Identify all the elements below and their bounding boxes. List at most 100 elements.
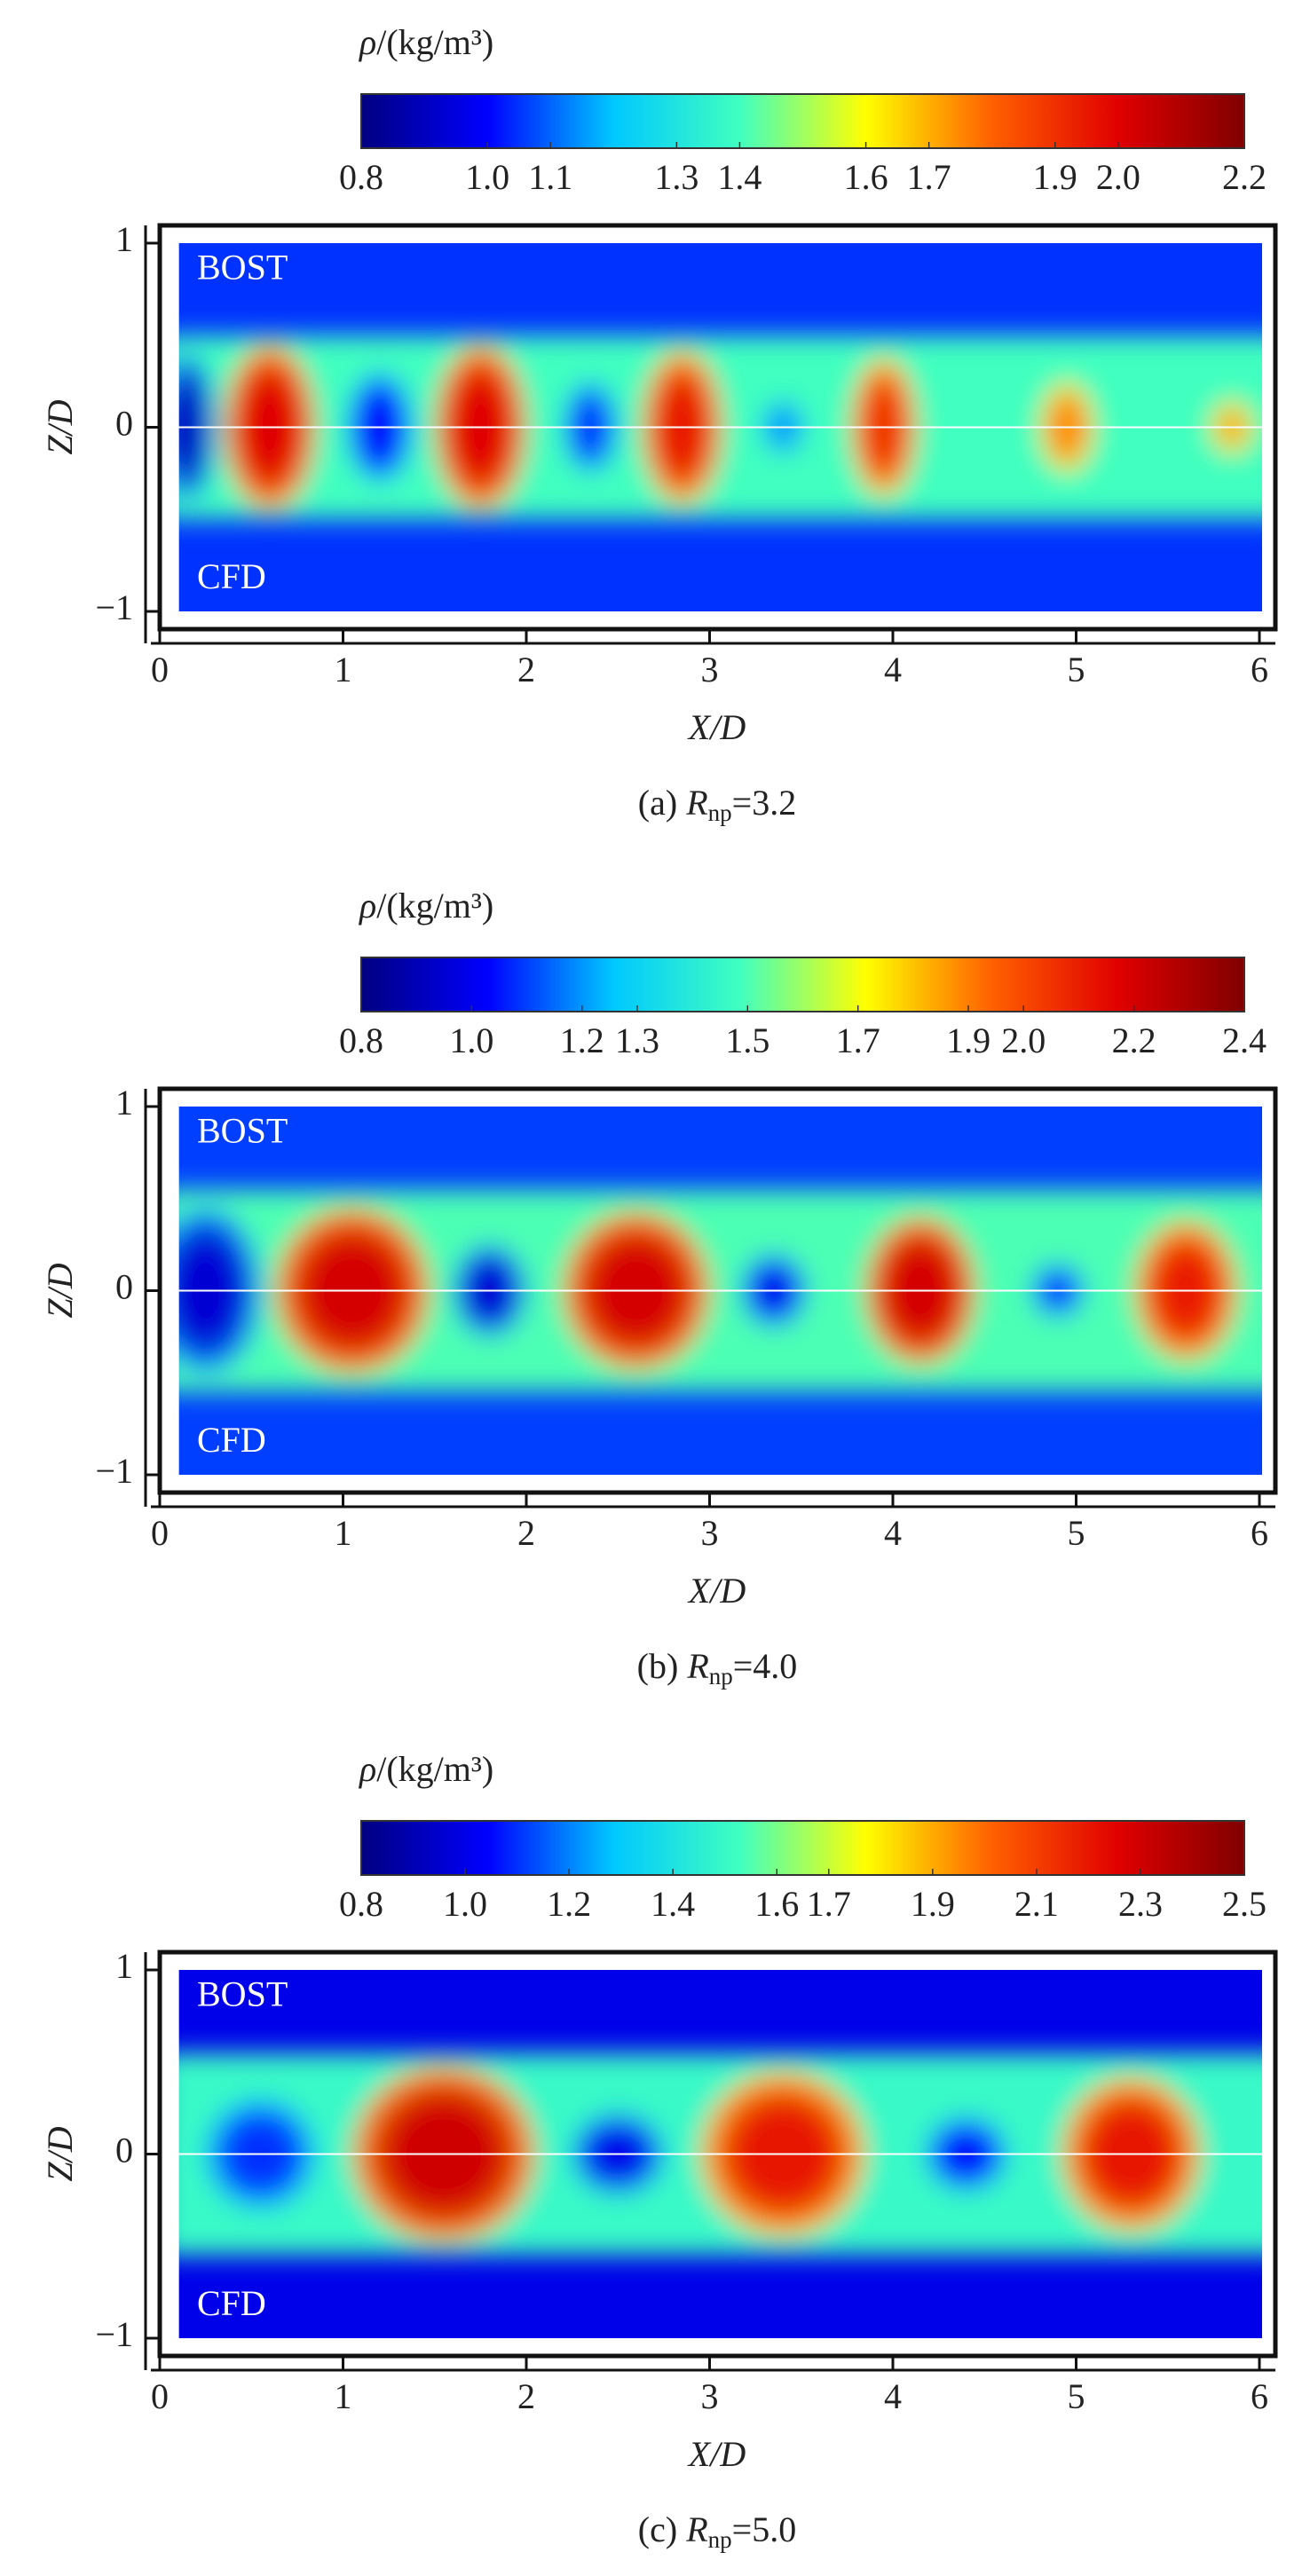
colorbar-tick-label: 1.4 bbox=[651, 1884, 695, 1924]
x-tick-label: 6 bbox=[1251, 1513, 1268, 1553]
colorbar-tick-label: 1.0 bbox=[465, 157, 509, 197]
x-axis-label: X/D bbox=[687, 707, 746, 747]
annotation: CFD bbox=[197, 556, 266, 596]
colorbar-tick-label: 1.0 bbox=[443, 1884, 487, 1924]
x-tick-label: 4 bbox=[884, 2376, 902, 2416]
colorbar-symbol: ρ bbox=[358, 1749, 376, 1789]
x-tick-label: 6 bbox=[1251, 2376, 1268, 2416]
colorbar-tick-label: 0.8 bbox=[339, 157, 383, 197]
colorbar-tick-label: 1.9 bbox=[1033, 157, 1077, 197]
y-tick-label: −1 bbox=[95, 2314, 133, 2354]
colorbar-tick-label: 1.4 bbox=[717, 157, 762, 197]
x-tick-label: 1 bbox=[335, 1513, 352, 1553]
colorbar-tick-label: 1.7 bbox=[907, 157, 951, 197]
x-tick-label: 2 bbox=[517, 2376, 535, 2416]
caption-subscript: np bbox=[709, 1663, 733, 1690]
x-tick-label: 0 bbox=[151, 1513, 169, 1553]
colorbar-unit: /(kg/m³) bbox=[376, 22, 493, 62]
caption-subscript: np bbox=[708, 800, 732, 826]
y-tick-label: 0 bbox=[115, 1267, 133, 1307]
colorbar-tick-label: 1.7 bbox=[807, 1884, 851, 1924]
y-tick-label: −1 bbox=[95, 1451, 133, 1491]
colorbar-symbol: ρ bbox=[358, 886, 376, 926]
y-tick-label: 1 bbox=[115, 1083, 133, 1123]
caption-label: (a) bbox=[638, 783, 677, 823]
caption-symbol: R bbox=[685, 2509, 707, 2549]
x-tick-label: 3 bbox=[701, 650, 719, 689]
colorbar-tick-label: 1.2 bbox=[560, 1020, 604, 1060]
colorbar-tick-label: 1.0 bbox=[449, 1020, 493, 1060]
y-axis-label: Z/D bbox=[40, 399, 80, 454]
caption-symbol: R bbox=[686, 1646, 708, 1686]
caption-label: (c) bbox=[638, 2509, 677, 2549]
colorbar-tick-label: 1.1 bbox=[528, 157, 572, 197]
colorbar-title: ρ/(kg/m³) bbox=[358, 886, 493, 926]
colorbar-tick-label: 1.5 bbox=[725, 1020, 769, 1060]
y-axis-label: Z/D bbox=[40, 2126, 80, 2181]
x-tick-label: 3 bbox=[701, 1513, 719, 1553]
colorbar-tick-label: 2.3 bbox=[1118, 1884, 1163, 1924]
x-tick-label: 5 bbox=[1068, 650, 1085, 689]
colorbar bbox=[360, 957, 1245, 1012]
caption: (c) Rnp=5.0 bbox=[638, 2509, 796, 2553]
colorbar-title: ρ/(kg/m³) bbox=[358, 22, 493, 62]
y-tick-label: 1 bbox=[115, 219, 133, 259]
colorbar-tick-label: 1.9 bbox=[911, 1884, 955, 1924]
colorbar-tick-label: 2.2 bbox=[1112, 1020, 1156, 1060]
x-tick-label: 5 bbox=[1068, 2376, 1085, 2416]
colorbar-tick-label: 1.6 bbox=[844, 157, 888, 197]
x-tick-label: 2 bbox=[517, 1513, 535, 1553]
x-tick-label: 5 bbox=[1068, 1513, 1085, 1553]
x-tick-label: 3 bbox=[701, 2376, 719, 2416]
y-tick-label: 1 bbox=[115, 1946, 133, 1986]
colorbar-unit: /(kg/m³) bbox=[376, 1749, 493, 1789]
colorbar-tick-label: 1.3 bbox=[615, 1020, 659, 1060]
caption-subscript: np bbox=[708, 2526, 732, 2553]
annotation: BOST bbox=[197, 1110, 288, 1150]
panel: ρ/(kg/m³) 0.8 1.0 1.1 1.3 1.4 1.6 1.7 1.9 2.0 2.2 B… bbox=[40, 22, 1278, 826]
x-tick-label: 4 bbox=[884, 1513, 902, 1553]
caption-symbol: R bbox=[685, 783, 707, 823]
colorbar-unit: /(kg/m³) bbox=[376, 886, 493, 926]
colorbar-tick-label: 1.3 bbox=[654, 157, 698, 197]
x-tick-label: 6 bbox=[1251, 650, 1268, 689]
caption-value: =5.0 bbox=[732, 2509, 797, 2549]
colorbar-tick-label: 2.1 bbox=[1014, 1884, 1059, 1924]
colorbar-tick-label: 1.9 bbox=[946, 1020, 990, 1060]
x-tick-label: 0 bbox=[151, 2376, 169, 2416]
annotation: BOST bbox=[197, 247, 288, 287]
colorbar-title: ρ/(kg/m³) bbox=[358, 1749, 493, 1789]
colorbar-tick-label: 1.2 bbox=[547, 1884, 591, 1924]
colorbar-tick-label: 2.2 bbox=[1222, 157, 1267, 197]
colorbar-tick-label: 2.5 bbox=[1222, 1884, 1267, 1924]
x-tick-label: 0 bbox=[151, 650, 169, 689]
x-axis-label: X/D bbox=[687, 2434, 746, 2474]
colorbar-tick-label: 2.4 bbox=[1222, 1020, 1267, 1060]
colorbar-tick-label: 1.6 bbox=[754, 1884, 799, 1924]
colorbar-tick-label: 2.0 bbox=[1096, 157, 1140, 197]
colorbar-tick-label: 1.7 bbox=[836, 1020, 880, 1060]
panel: ρ/(kg/m³) 0.8 1.0 1.2 1.4 1.6 1.7 1.9 2.1 2.3 2.5 B… bbox=[40, 1749, 1278, 2553]
annotation: CFD bbox=[197, 1420, 266, 1460]
colorbar bbox=[360, 93, 1245, 149]
x-axis-label: X/D bbox=[687, 1571, 746, 1611]
caption: (b) Rnp=4.0 bbox=[637, 1646, 798, 1690]
x-tick-label: 2 bbox=[517, 650, 535, 689]
caption-value: =3.2 bbox=[732, 783, 797, 823]
colorbar bbox=[360, 1820, 1245, 1876]
y-axis-label: Z/D bbox=[40, 1263, 80, 1318]
y-tick-label: 0 bbox=[115, 404, 133, 444]
x-tick-label: 1 bbox=[335, 2376, 352, 2416]
annotation: BOST bbox=[197, 1973, 288, 2013]
annotation: CFD bbox=[197, 2283, 266, 2323]
y-tick-label: 0 bbox=[115, 2131, 133, 2170]
caption-label: (b) bbox=[637, 1646, 679, 1686]
caption: (a) Rnp=3.2 bbox=[638, 783, 796, 826]
colorbar-tick-label: 2.0 bbox=[1001, 1020, 1046, 1060]
panel: ρ/(kg/m³) 0.8 1.0 1.2 1.3 1.5 1.7 1.9 2.0 2.2 2.4 B… bbox=[40, 886, 1278, 1690]
colorbar-tick-label: 0.8 bbox=[339, 1884, 383, 1924]
caption-value: =4.0 bbox=[733, 1646, 798, 1686]
x-tick-label: 1 bbox=[335, 650, 352, 689]
y-tick-label: −1 bbox=[95, 587, 133, 627]
